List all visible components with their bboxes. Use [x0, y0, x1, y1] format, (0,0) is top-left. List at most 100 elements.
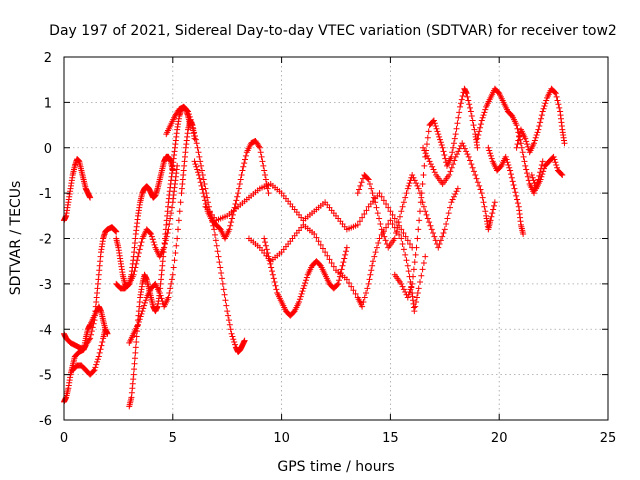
data-point — [346, 279, 353, 286]
data-point — [198, 182, 205, 189]
data-point — [411, 177, 418, 184]
data-point — [507, 171, 514, 178]
data-point — [398, 226, 405, 233]
data-point — [170, 264, 177, 271]
data-point — [460, 142, 467, 149]
data-point — [541, 103, 548, 110]
data-point — [513, 144, 520, 151]
data-point — [90, 367, 97, 374]
data-point — [539, 158, 546, 165]
data-point — [259, 158, 266, 165]
data-point — [192, 136, 199, 143]
data-point — [265, 190, 272, 197]
data-point — [411, 259, 418, 266]
data-point — [229, 333, 236, 340]
data-point — [369, 258, 376, 265]
data-point — [381, 233, 388, 240]
data-point — [185, 111, 192, 118]
data-point — [228, 219, 235, 226]
data-point — [479, 114, 486, 121]
data-point — [404, 294, 411, 301]
data-point — [364, 175, 371, 182]
data-point — [370, 194, 377, 201]
data-point — [530, 177, 537, 184]
data-point — [436, 240, 443, 247]
data-point — [339, 262, 346, 269]
data-point — [131, 355, 138, 362]
data-point — [447, 168, 454, 175]
data-point — [296, 296, 303, 303]
data-point — [421, 147, 428, 154]
data-point — [535, 126, 542, 133]
data-point — [523, 166, 530, 173]
data-point — [502, 153, 509, 160]
data-point — [273, 286, 280, 293]
data-point — [411, 308, 418, 315]
data-point — [225, 317, 232, 324]
data-point — [191, 158, 198, 165]
data-point — [387, 217, 394, 224]
data-point — [368, 267, 375, 274]
data-point — [552, 90, 559, 97]
data-point — [515, 137, 522, 144]
data-point — [423, 152, 430, 159]
data-point — [368, 185, 375, 192]
series-track-l — [261, 235, 350, 319]
data-point — [268, 264, 275, 271]
data-point — [220, 286, 227, 293]
data-point — [432, 122, 439, 129]
data-point — [461, 145, 468, 152]
data-point — [452, 191, 459, 198]
data-point — [141, 299, 148, 306]
data-point — [410, 266, 417, 273]
data-point — [428, 226, 435, 233]
data-point — [424, 215, 431, 222]
data-point — [422, 253, 429, 260]
data-point — [173, 242, 180, 249]
data-point — [520, 153, 527, 160]
data-point — [177, 199, 184, 206]
data-point — [553, 161, 560, 168]
data-point — [538, 173, 545, 180]
data-point — [403, 190, 410, 197]
data-point — [376, 215, 383, 222]
data-point — [516, 133, 523, 140]
data-point — [87, 194, 94, 201]
data-point — [402, 233, 409, 240]
data-point — [423, 141, 430, 148]
data-point — [315, 238, 322, 245]
data-point — [169, 271, 176, 278]
data-point — [536, 122, 543, 129]
data-point — [474, 135, 481, 142]
data-point — [372, 199, 379, 206]
x-tick-label: 10 — [273, 431, 290, 446]
data-point — [150, 239, 157, 246]
data-point — [439, 144, 446, 151]
data-point — [413, 299, 420, 306]
data-point — [474, 144, 481, 151]
data-point — [522, 162, 529, 169]
data-point — [231, 338, 238, 345]
data-point — [197, 158, 204, 165]
data-point — [476, 128, 483, 135]
data-point — [91, 367, 98, 374]
data-point — [149, 236, 156, 243]
data-point — [148, 230, 155, 237]
data-point — [256, 144, 263, 151]
data-point — [425, 155, 432, 162]
x-tick-label: 0 — [60, 431, 68, 446]
data-point — [86, 336, 93, 343]
data-point — [541, 165, 548, 172]
series-track-f — [113, 162, 181, 292]
data-point — [507, 167, 514, 174]
data-point — [398, 208, 405, 215]
data-point — [457, 100, 464, 107]
data-point — [555, 101, 562, 108]
data-point — [317, 241, 324, 248]
data-point — [352, 290, 359, 297]
data-point — [328, 260, 335, 267]
data-point — [131, 268, 138, 275]
data-point — [480, 199, 487, 206]
data-point — [415, 285, 422, 292]
